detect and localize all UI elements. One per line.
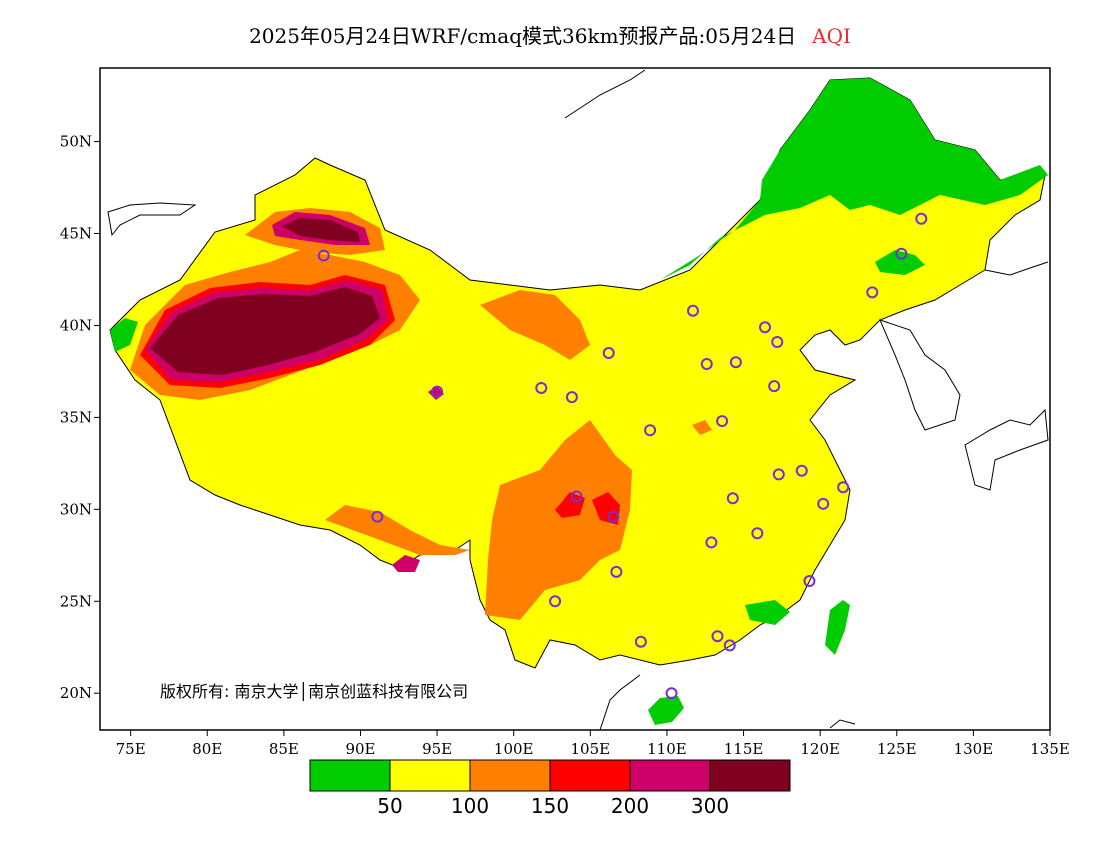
station-marker	[665, 687, 678, 700]
region-unhealthy-chongqing	[592, 492, 620, 525]
station-marker	[817, 497, 830, 510]
station-marker	[803, 575, 816, 588]
region-unhealthy-sensitive-sichuan	[485, 420, 632, 620]
legend-label: 200	[611, 794, 649, 818]
lon-tick-label: 110E	[647, 740, 687, 758]
station-marker	[771, 335, 784, 348]
region-good-jilin	[875, 250, 925, 275]
lat-tick-label: 45N	[60, 225, 92, 243]
legend-swatch	[629, 759, 711, 792]
station-marker	[837, 481, 850, 494]
region-good-taiwan	[825, 600, 850, 655]
station-marker	[371, 510, 384, 523]
lat-tick-label: 20N	[60, 684, 92, 702]
lon-tick-label: 85E	[269, 740, 299, 758]
station-marker	[768, 380, 781, 393]
region-unhealthy-sensitive-ningxia	[480, 290, 590, 360]
lon-tick-label: 100E	[494, 740, 534, 758]
station-marker	[644, 424, 657, 437]
station-marker	[634, 635, 647, 648]
legend-label: 50	[377, 794, 402, 818]
region-unhealthy-chengdu	[555, 492, 585, 518]
station-marker	[570, 490, 583, 503]
legend-label: 150	[531, 794, 569, 818]
station-marker	[795, 464, 808, 477]
lat-tick-label: 30N	[60, 500, 92, 518]
lon-tick-label: 95E	[422, 740, 452, 758]
station-marker	[723, 639, 736, 652]
legend-label: 300	[691, 794, 729, 818]
lon-tick-label: 120E	[800, 740, 840, 758]
station-marker	[726, 492, 739, 505]
station-marker	[317, 249, 330, 262]
region-very-unhealthy-tibet	[392, 555, 420, 572]
station-marker	[565, 391, 578, 404]
station-marker	[759, 321, 771, 334]
lon-tick-label: 105E	[571, 740, 611, 758]
station-marker	[549, 595, 562, 608]
region-good-west	[110, 318, 138, 352]
title-main: 2025年05月24日WRF/cmaq模式36km预报产品:05月24日	[249, 24, 797, 48]
region-good-hainan	[648, 696, 684, 725]
station-marker	[535, 381, 548, 394]
legend-swatch	[389, 759, 471, 792]
map-axes: 75E 80E 85E 90E 95E 100E 105E 110E 115E 120E 125E 1…	[60, 133, 1070, 758]
region-good-south	[745, 600, 790, 625]
region-good-northeast	[640, 78, 1048, 290]
station-marker	[700, 358, 713, 371]
station-marker	[610, 565, 623, 578]
legend-swatch	[709, 759, 791, 792]
lat-tick-label: 50N	[60, 133, 92, 151]
legend-label: 100	[451, 794, 489, 818]
station-marker	[915, 212, 928, 225]
copyright-text: 版权所有: 南京大学│南京创蓝科技有限公司	[160, 681, 468, 701]
aqi-field	[109, 77, 1048, 725]
map-title: 2025年05月24日WRF/cmaq模式36km预报产品:05月24日 AQI	[0, 20, 1100, 49]
title-variable: AQI	[812, 24, 851, 48]
lon-tick-label: 135E	[1030, 740, 1070, 758]
station-marker	[431, 385, 444, 398]
station-markers	[317, 212, 928, 700]
station-marker	[686, 304, 699, 317]
legend-swatch	[309, 759, 391, 792]
legend-swatch	[469, 759, 551, 792]
station-marker	[602, 347, 615, 360]
station-marker	[729, 356, 742, 369]
station-marker	[711, 630, 724, 643]
lon-tick-label: 80E	[192, 740, 222, 758]
lat-tick-label: 40N	[60, 316, 92, 334]
lon-tick-label: 90E	[345, 740, 375, 758]
station-marker	[895, 247, 908, 260]
station-marker	[866, 286, 879, 299]
station-marker	[607, 510, 620, 523]
station-marker	[716, 415, 729, 428]
lon-tick-label: 115E	[724, 740, 764, 758]
lon-tick-label: 130E	[954, 740, 994, 758]
legend-swatch	[549, 759, 631, 792]
region-hazardous-xinjiang	[150, 287, 380, 375]
station-marker	[705, 536, 718, 549]
aqi-legend: 50 100 150 200 300	[309, 759, 791, 818]
region-unhealthy-sensitive-tibet	[325, 505, 470, 555]
lat-tick-label: 35N	[60, 408, 92, 426]
station-marker	[751, 527, 764, 540]
station-marker	[772, 468, 785, 481]
region-unhealthy-sensitive-misc	[692, 420, 712, 435]
region-hazardous-north	[282, 218, 360, 242]
lon-tick-label: 75E	[116, 740, 146, 758]
lon-tick-label: 125E	[877, 740, 917, 758]
neighbor-coastlines	[107, 69, 1049, 730]
lat-tick-label: 25N	[60, 592, 92, 610]
